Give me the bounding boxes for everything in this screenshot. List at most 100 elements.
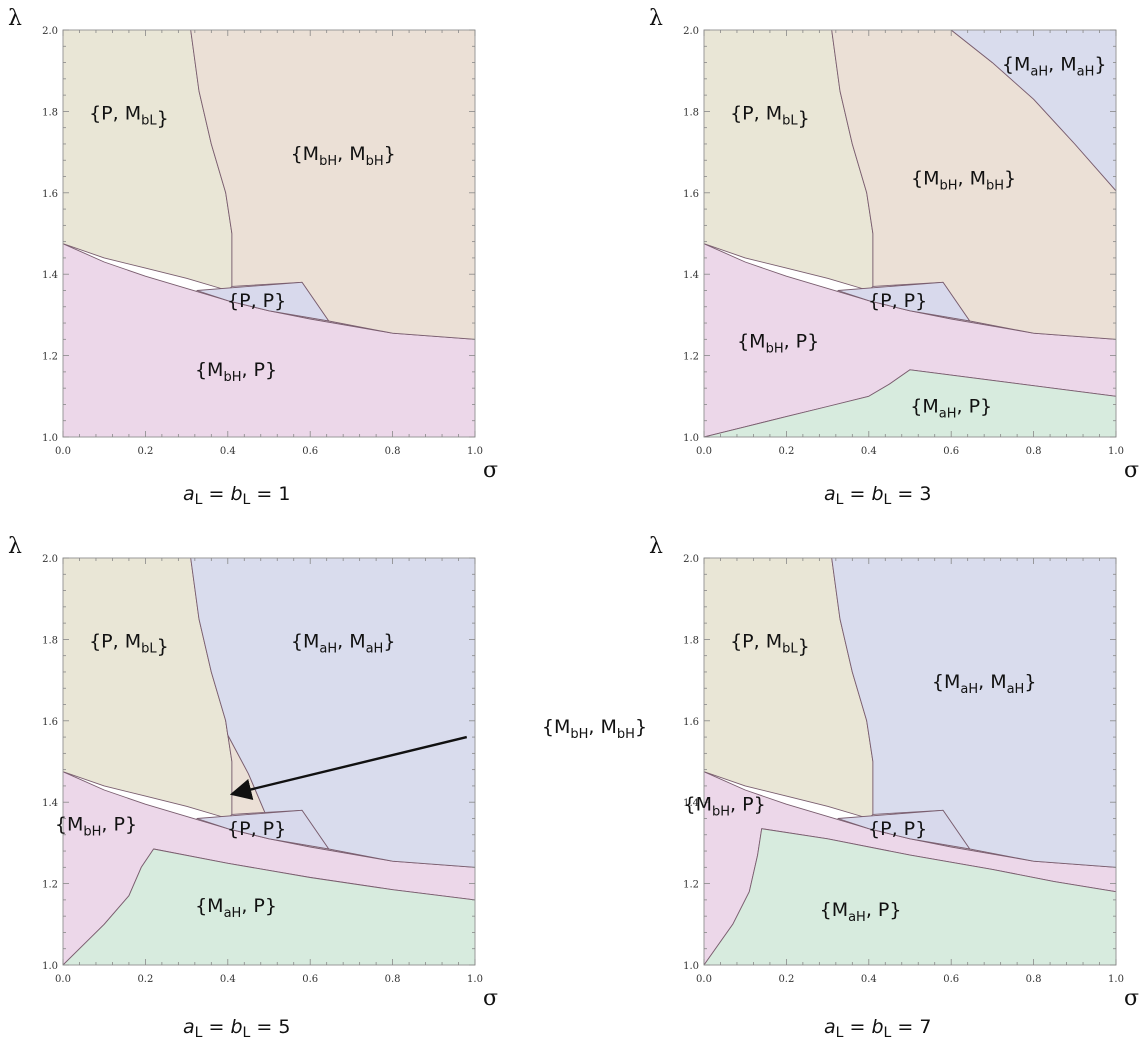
chart-panel-3: 0.0 0.2 0.4 0.6 0.8 1.0 1.0 1.2 1.4 1.6 1.8 2.0 λ σ {M… [8,534,647,1041]
x-tick-label: 0.6 [302,446,318,457]
chart-panel-1: 0.0 0.2 0.4 0.6 0.8 1.0 1.0 1.2 1.4 1.6 1.8 2.0 λ σ {M… [8,6,498,508]
x-tick-label: 1.0 [467,446,483,457]
region-label-P_MbL: {P, MbL} [730,631,810,658]
y-axis-label: λ [8,534,22,559]
y-tick-label: 1.8 [683,635,699,646]
regions [63,558,475,965]
axis-ticks [703,29,1117,438]
region-label-MbH_P: {MbH, P} [737,330,819,356]
y-tick-label: 1.6 [683,717,699,728]
x-tick-label: 0.0 [696,974,712,985]
x-tick-label: 0.4 [861,446,877,457]
panel-caption: aL = bL = 3 [824,483,931,508]
region-label-P_P: {P, P} [868,818,927,840]
x-tick-label: 0.4 [861,974,877,985]
region-MaH_P [63,848,475,965]
x-tick-label: 0.0 [696,446,712,457]
axis-ticks [62,557,476,966]
region-label-MaH_P: {MaH, P} [195,895,277,921]
y-tick-label: 2.0 [683,26,699,37]
region-MaH_MaH [950,30,1116,192]
y-tick-label: 1.4 [42,270,58,281]
region-MaH_MaH [831,558,1116,868]
y-tick-label: 2.0 [683,554,699,565]
y-tick-label: 1.6 [42,717,58,728]
chart-panel-4: 0.0 0.2 0.4 0.6 0.8 1.0 1.0 1.2 1.4 1.6 1.8 2.0 λ σ {M… [649,534,1139,1041]
y-tick-label: 1.0 [683,433,699,444]
x-tick-label: 0.4 [220,974,236,985]
x-tick-label: 0.6 [302,974,318,985]
region-label-P_P: {P, P} [227,818,286,840]
panel-caption: aL = bL = 5 [183,1016,290,1041]
regions [63,30,475,437]
x-tick-label: 0.2 [137,446,153,457]
y-tick-label: 1.4 [42,798,58,809]
region-P_P [837,281,971,322]
y-tick-label: 1.2 [683,352,699,363]
y-tick-label: 2.0 [42,26,58,37]
region-label-MaH_P: {MaH, P} [820,899,902,925]
region-MaH_P [704,828,1116,965]
chart-panel-2: 0.0 0.2 0.4 0.6 0.8 1.0 1.0 1.2 1.4 1.6 1.8 2.0 λ σ {M… [649,6,1139,508]
region-label-MaH_P: {MaH, P} [910,396,992,422]
region-label-P_MbL: {P, MbL} [89,103,169,130]
y-tick-label: 1.6 [683,189,699,200]
x-tick-label: 0.0 [55,974,71,985]
region-MbH_MbH [190,30,475,340]
x-axis-label: σ [483,986,498,1011]
x-tick-label: 0.2 [778,446,794,457]
region-label-MbH_MbH: {MbH, MbH} [291,143,396,169]
axis-ticks [703,557,1117,966]
region-label-MbH_P: {MbH, P} [55,814,137,840]
x-tick-label: 0.6 [943,446,959,457]
y-axis-label: λ [649,6,663,31]
y-tick-label: 1.8 [683,107,699,118]
x-axis-label: σ [1124,458,1139,483]
region-MaH_P [704,369,1116,437]
y-tick-label: 1.0 [42,961,58,972]
regions [704,558,1116,965]
y-tick-label: 1.0 [42,433,58,444]
y-tick-label: 1.6 [42,189,58,200]
plot-frame [62,29,476,438]
region-label-P_P: {P, P} [868,290,927,312]
x-tick-label: 0.8 [385,974,401,985]
axis-ticks [62,29,476,438]
x-tick-label: 0.8 [385,446,401,457]
regions [704,30,1116,437]
region-label-MbH_MbH: {MbH, MbH} [911,168,1016,194]
y-tick-label: 1.2 [42,352,58,363]
region-label-MbH_P: {MbH, P} [684,793,766,819]
x-axis-label: σ [1124,986,1139,1011]
x-tick-label: 0.2 [778,974,794,985]
region-P_P [837,809,971,850]
panel-caption: aL = bL = 7 [824,1016,931,1041]
plot-frame [703,557,1117,966]
plot-frame [703,29,1117,438]
x-tick-label: 0.4 [220,446,236,457]
region-label-P_MbL: {P, MbL} [730,103,810,130]
region-label-MaH_MaH: {MaH, MaH} [1002,54,1107,80]
x-tick-label: 0.0 [55,446,71,457]
region-label-MbH_P: {MbH, P} [195,359,277,385]
annotation-arrow [229,735,468,800]
panel-caption: aL = bL = 1 [183,483,290,508]
region-P_P [196,809,330,850]
x-axis-label: σ [483,458,498,483]
y-axis-label: λ [8,6,22,31]
region-label-MbH_MbH: {MbH, MbH} [542,716,647,742]
y-tick-label: 2.0 [42,554,58,565]
x-tick-label: 0.8 [1026,446,1042,457]
y-tick-label: 1.4 [683,798,699,809]
y-tick-label: 1.0 [683,961,699,972]
region-MaH_MaH [190,558,475,868]
region-P_P [196,281,330,322]
x-tick-label: 1.0 [1108,446,1124,457]
region-label-P_MbL: {P, MbL} [89,631,169,658]
y-tick-label: 1.4 [683,270,699,281]
y-tick-label: 1.8 [42,635,58,646]
region-label-MaH_MaH: {MaH, MaH} [291,631,396,657]
plot-frame [62,557,476,966]
y-tick-label: 1.8 [42,107,58,118]
